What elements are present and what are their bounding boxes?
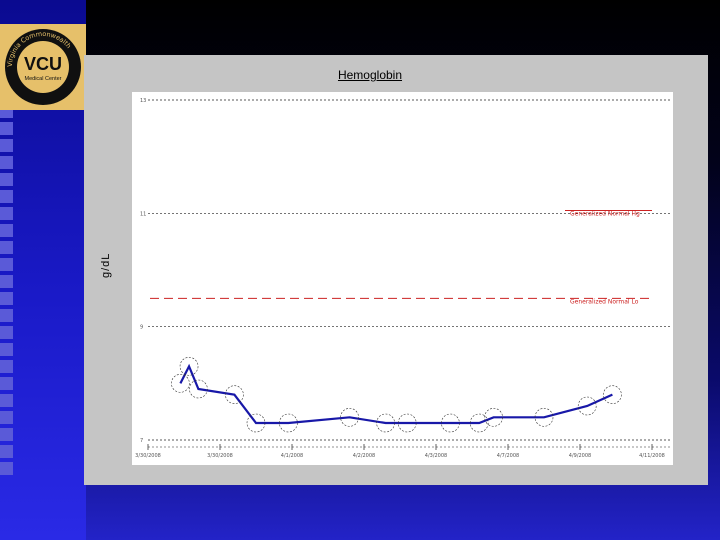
y-tick-label: 9 [140,325,143,331]
y-tick-label: 11 [140,211,146,217]
decorative-square [0,224,13,237]
decorative-square [0,207,13,220]
x-tick-label: 4/7/2008 [497,453,519,459]
decorative-square [0,343,13,356]
decorative-square [0,275,13,288]
x-tick-label: 3/30/2008 [135,453,161,459]
reference-line-label: Generalized Normal Lo [570,298,639,305]
x-tick-label: 4/11/2008 [639,453,665,459]
decorative-square [0,360,13,373]
data-point-marker [376,413,395,433]
data-point-marker [179,357,199,376]
decorative-square [0,190,13,203]
decorative-square [0,462,13,475]
x-tick-label: 4/1/2008 [281,453,303,459]
reference-line-label: Generalized Normal Hg [570,211,640,218]
data-point-marker [225,385,244,404]
logo-text: VCU [24,54,62,74]
decorative-square [0,445,13,458]
decorative-square [0,258,13,271]
decorative-square [0,122,13,135]
decorative-square [0,411,13,424]
chart-title: Hemoglobin [337,68,403,82]
data-point-marker [189,379,208,399]
decorative-square [0,326,13,339]
data-point-marker [340,408,359,427]
data-point-marker [246,413,266,433]
logo-subtitle: Medical Center [25,76,62,82]
decorative-squares [0,105,22,479]
data-point-marker [534,408,554,427]
series-line [179,363,613,425]
decorative-square [0,377,13,390]
y-tick-label: 7 [140,438,143,444]
decorative-square [0,292,13,305]
data-point-marker [441,413,460,433]
x-tick-label: 4/9/2008 [569,453,591,459]
x-tick-label: 4/3/2008 [425,453,447,459]
decorative-square [0,139,13,152]
x-tick-label: 4/2/2008 [353,453,375,459]
decorative-square [0,309,13,322]
y-tick-label: 13 [140,98,146,104]
data-point-marker [603,385,622,404]
decorative-square [0,173,13,186]
data-point-marker [484,408,503,427]
x-tick-label: 3/30/2008 [207,453,233,459]
plot-area [132,92,673,465]
data-point-marker [171,374,190,393]
decorative-square [0,428,13,441]
data-point-marker [279,413,298,433]
decorative-square [0,241,13,254]
decorative-square [0,394,13,407]
vcu-logo: Virginia Commonwealth VCU Medical Center [0,24,86,110]
data-point-marker [469,413,489,433]
data-point-marker [397,413,417,433]
data-point-marker [577,396,597,416]
decorative-square [0,156,13,169]
